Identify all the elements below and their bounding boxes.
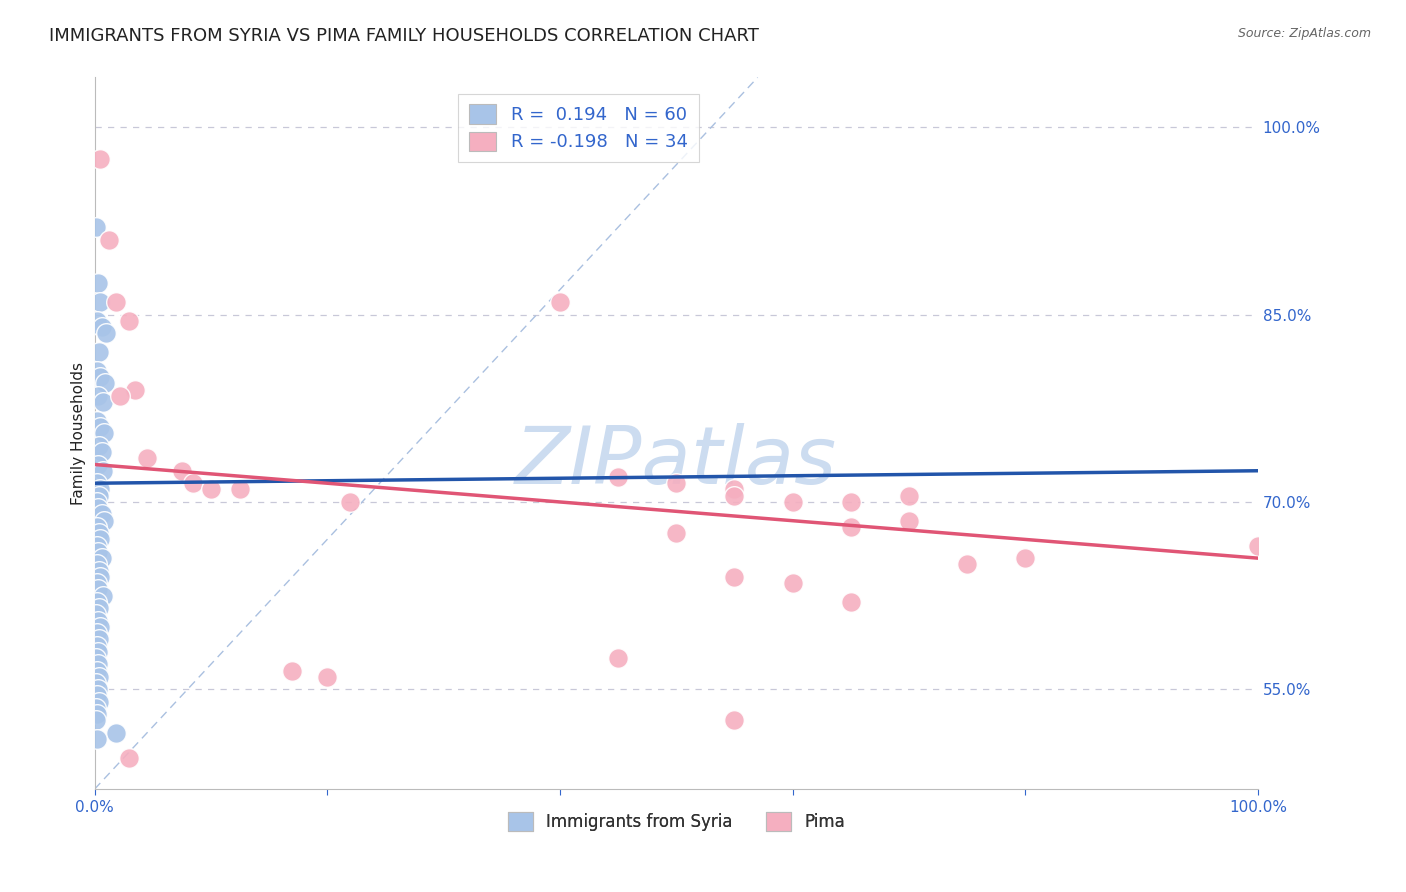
Point (1014, 551, 1036, 566)
Point (1247, 539, 1270, 553)
Point (87, 695, 110, 709)
Point (89, 489, 111, 503)
Point (89, 670, 111, 684)
Point (86, 676, 108, 690)
Point (86, 607, 108, 622)
Point (86, 732, 108, 747)
Point (104, 726, 127, 740)
Point (87, 458, 110, 472)
Point (86, 539, 108, 553)
Point (87, 682, 110, 697)
Point (86, 364, 108, 378)
Point (839, 495, 862, 509)
Point (93, 426, 115, 441)
Text: ZIPatlas: ZIPatlas (515, 423, 837, 500)
Point (104, 295, 127, 310)
Point (87, 614, 110, 628)
Point (89, 564, 111, 578)
Point (91, 589, 114, 603)
Point (89, 370, 111, 384)
Point (86, 414, 108, 428)
Point (86, 689, 108, 703)
Y-axis label: Family Households: Family Households (72, 362, 86, 505)
Point (665, 526, 688, 541)
Point (339, 495, 361, 509)
Point (548, 295, 571, 310)
Point (86, 701, 108, 715)
Point (86, 626, 108, 640)
Point (89, 533, 111, 547)
Point (90, 551, 112, 566)
Point (723, 570, 745, 584)
Point (89, 295, 111, 310)
Point (90, 508, 112, 522)
Point (89, 420, 111, 434)
Point (86, 664, 108, 678)
Point (86, 220, 108, 235)
Point (839, 595, 862, 609)
Point (316, 670, 339, 684)
Point (897, 514, 920, 528)
Text: Source: ZipAtlas.com: Source: ZipAtlas.com (1237, 27, 1371, 40)
Point (89, 345, 111, 359)
Point (87, 657, 110, 672)
Point (86, 714, 108, 728)
Point (108, 389, 131, 403)
Point (86, 639, 108, 653)
Point (89, 483, 111, 497)
Point (96, 326, 118, 341)
Point (87, 545, 110, 559)
Point (200, 483, 222, 497)
Point (86, 651, 108, 665)
Point (782, 576, 804, 591)
Point (170, 464, 193, 478)
Point (723, 489, 745, 503)
Point (86, 707, 108, 722)
Point (91, 464, 114, 478)
Point (124, 383, 146, 397)
Point (87, 645, 110, 659)
Point (723, 714, 745, 728)
Point (90, 445, 112, 459)
Point (89, 526, 111, 541)
Point (135, 451, 157, 466)
Point (87, 501, 110, 516)
Legend: Immigrants from Syria, Pima: Immigrants from Syria, Pima (501, 805, 852, 838)
Point (86, 520, 108, 534)
Point (93, 514, 115, 528)
Point (89, 601, 111, 615)
Point (97, 233, 120, 247)
Point (118, 314, 141, 328)
Point (897, 489, 920, 503)
Point (87, 277, 110, 291)
Point (87, 582, 110, 597)
Point (607, 470, 630, 484)
Text: IMMIGRANTS FROM SYRIA VS PIMA FAMILY HOUSEHOLDS CORRELATION CHART: IMMIGRANTS FROM SYRIA VS PIMA FAMILY HOU… (49, 27, 759, 45)
Point (782, 495, 804, 509)
Point (723, 483, 745, 497)
Point (86, 595, 108, 609)
Point (89, 632, 111, 647)
Point (86, 314, 108, 328)
Point (665, 476, 688, 491)
Point (89, 152, 111, 166)
Point (281, 664, 304, 678)
Point (89, 620, 111, 634)
Point (839, 520, 862, 534)
Point (118, 751, 141, 765)
Point (229, 483, 252, 497)
Point (90, 320, 112, 334)
Point (89, 570, 111, 584)
Point (86, 476, 108, 491)
Point (87, 389, 110, 403)
Point (86, 558, 108, 572)
Point (86, 576, 108, 591)
Point (91, 395, 114, 409)
Point (956, 558, 979, 572)
Point (89, 439, 111, 453)
Point (86, 495, 108, 509)
Point (94, 376, 117, 391)
Point (183, 476, 205, 491)
Point (607, 651, 630, 665)
